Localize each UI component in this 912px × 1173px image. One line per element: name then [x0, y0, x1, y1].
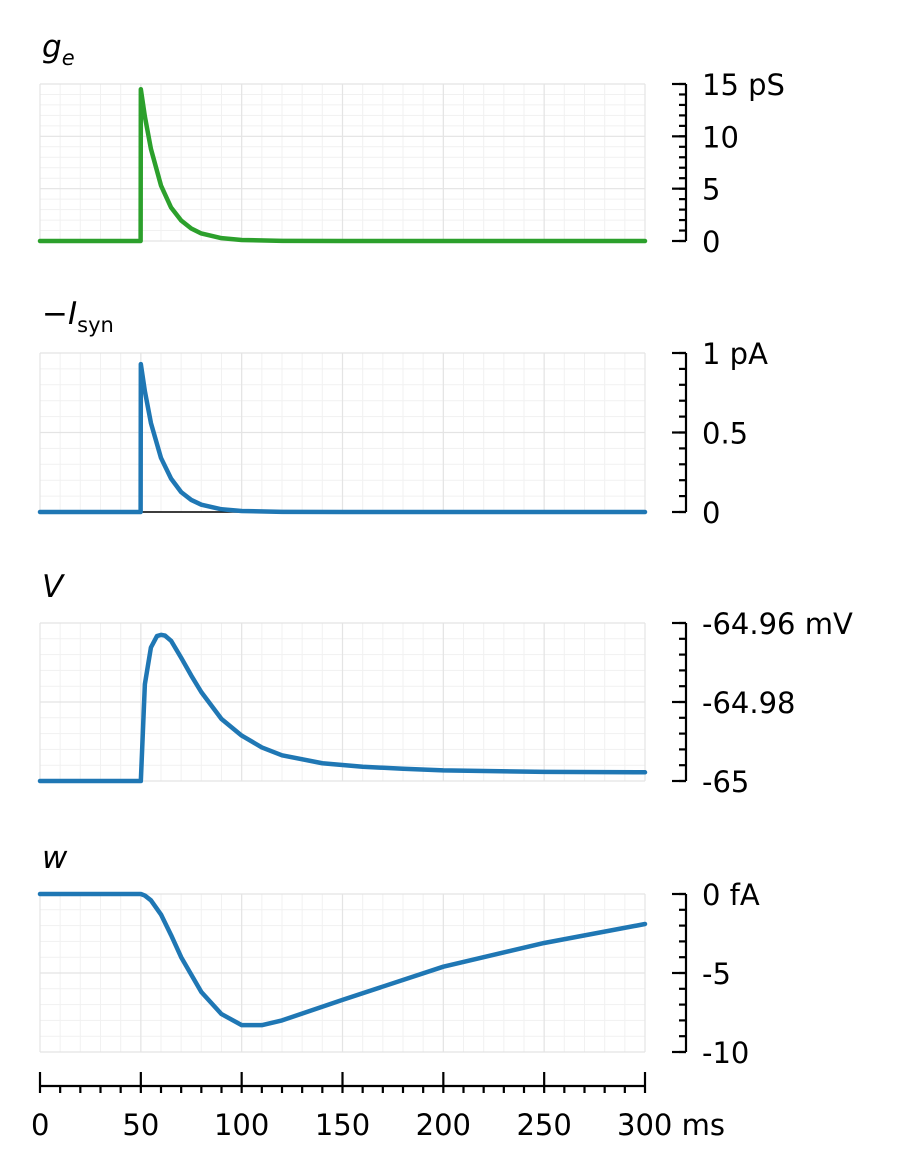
- y-tick-label: -5: [702, 957, 731, 991]
- y-tick-label: 1 pA: [702, 337, 768, 371]
- x-tick-label: 100: [214, 1108, 269, 1142]
- y-tick-label: 5: [702, 173, 720, 207]
- title-prefix: −: [42, 296, 68, 332]
- y-tick-label: 10: [702, 120, 739, 154]
- series-line-ge: [37, 86, 648, 244]
- title-sub: syn: [77, 313, 114, 337]
- panel-title-isyn: −Isyn: [42, 296, 114, 337]
- y-tick-label: 0: [702, 496, 720, 530]
- panel-isyn: −Isyn 0 0.5 1 pA: [37, 296, 768, 530]
- y-tick-label: -65: [702, 765, 749, 799]
- panel-title-w: w: [42, 840, 68, 876]
- panel-ge: ge 0 5 10 15 pS: [37, 29, 785, 259]
- y-tick-label: -64.96 mV: [702, 607, 853, 641]
- series-line-v: [37, 632, 648, 784]
- series-line-isyn: [37, 361, 648, 515]
- x-tick-label: 150: [315, 1108, 370, 1142]
- title-main: I: [68, 296, 77, 332]
- y-tick-label: 0: [702, 225, 720, 259]
- x-tick-label: 50: [122, 1108, 159, 1142]
- series-line-w: [37, 891, 648, 1028]
- panel-w: w -10 -5 0 fA: [37, 840, 760, 1070]
- x-tick-label: 300 ms: [617, 1108, 725, 1142]
- y-tick-label: -64.98: [702, 686, 796, 720]
- panel-v: V -65 -64.98 -64.96 mV: [37, 569, 853, 799]
- title-main: w: [42, 840, 68, 876]
- panel-title-v: V: [42, 569, 66, 605]
- y-tick-label: 0 fA: [702, 878, 760, 912]
- title-main: g: [42, 29, 62, 65]
- x-tick-label: 200: [416, 1108, 471, 1142]
- y-tick-label: -10: [702, 1036, 749, 1070]
- x-tick-label: 250: [516, 1108, 571, 1142]
- x-tick-label: 0: [31, 1108, 49, 1142]
- y-tick-label: 0.5: [702, 417, 748, 451]
- title-main: V: [42, 569, 66, 605]
- panel-title-ge: ge: [42, 29, 75, 70]
- title-sub: e: [62, 46, 75, 70]
- y-tick-label: 15 pS: [702, 68, 785, 102]
- x-axis: 0 50 100 150 200 250 300 ms: [31, 1072, 725, 1142]
